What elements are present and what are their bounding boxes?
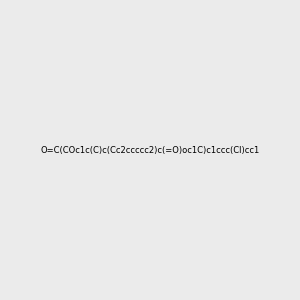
Text: O=C(COc1c(C)c(Cc2ccccc2)c(=O)oc1C)c1ccc(Cl)cc1: O=C(COc1c(C)c(Cc2ccccc2)c(=O)oc1C)c1ccc(… <box>40 146 260 154</box>
